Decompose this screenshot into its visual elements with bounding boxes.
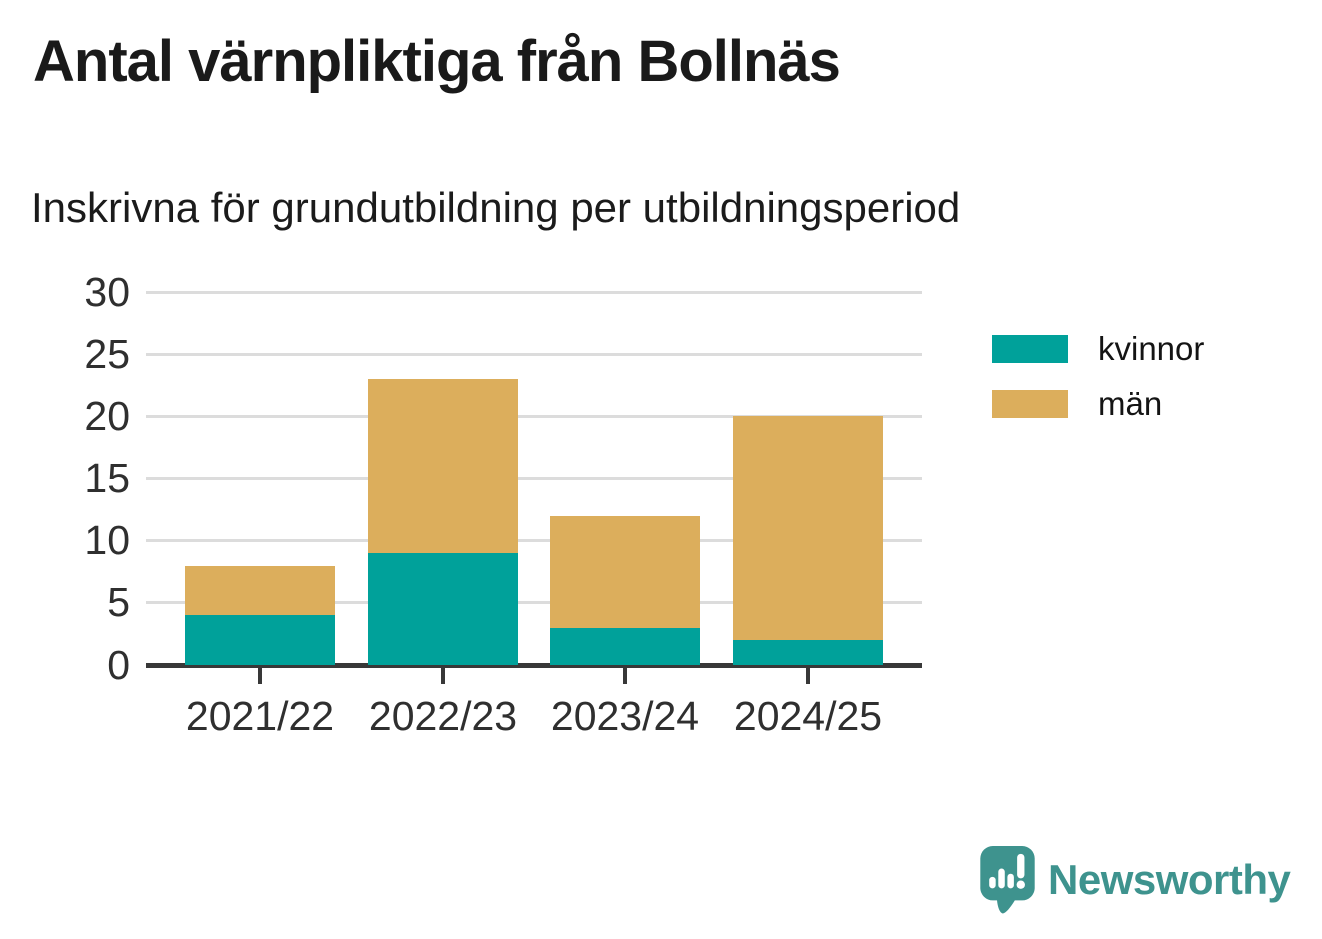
bar-segment-mn <box>185 565 335 616</box>
chart-subtitle: Inskrivna för grundutbildning per utbild… <box>31 184 961 231</box>
x-axis-label: 2024/25 <box>733 693 883 739</box>
y-axis-label: 30 <box>84 268 130 315</box>
bar-segment-mn <box>550 515 700 628</box>
bar-segment-mn <box>368 379 518 554</box>
y-axis-label: 25 <box>84 330 130 377</box>
branding-name: Newsworthy <box>1048 856 1291 903</box>
y-axis-label: 20 <box>84 392 130 439</box>
x-axis-tick <box>623 668 627 684</box>
legend-swatch-mn <box>992 389 1068 418</box>
gridline <box>146 601 922 605</box>
bar-segment-kvinnor <box>368 553 518 665</box>
gridline <box>146 290 922 294</box>
bar-segment-kvinnor <box>733 640 883 665</box>
branding: Newsworthy <box>980 846 1291 914</box>
y-axis-label: 5 <box>107 579 130 626</box>
gridline <box>146 539 922 543</box>
y-axis-label: 15 <box>84 455 130 501</box>
chart-title: Antal värnpliktiga från Bollnäs <box>33 29 841 94</box>
plot-area: 0 5 10 15 20 25 30 2021/22 2022/23 2023/24 2024/25 <box>84 271 922 739</box>
legend: kvinnor män <box>992 332 1204 420</box>
newsworthy-logo-icon <box>980 846 1035 914</box>
gridline <box>146 352 922 356</box>
x-axis-label: 2022/23 <box>368 693 518 739</box>
x-axis-label: 2023/24 <box>550 693 700 739</box>
x-axis-tick <box>258 668 262 684</box>
bar-segment-kvinnor <box>550 627 700 665</box>
legend-label-kvinnor: kvinnor <box>1098 330 1205 367</box>
x-axis-label: 2021/22 <box>185 693 335 739</box>
y-axis-label: 0 <box>107 641 130 688</box>
y-axis-label: 10 <box>84 517 130 564</box>
x-axis-tick <box>441 668 445 684</box>
legend-item-kvinnor: kvinnor <box>992 332 1204 365</box>
gridline <box>146 414 922 418</box>
bar-segment-mn <box>733 416 883 641</box>
gridline <box>146 477 922 480</box>
x-axis-line <box>146 662 922 668</box>
legend-label-mn: män <box>1098 385 1163 422</box>
x-axis-tick <box>806 668 810 684</box>
bar-segment-kvinnor <box>185 615 335 665</box>
legend-swatch-kvinnor <box>992 334 1068 363</box>
legend-item-mn: män <box>992 387 1204 420</box>
